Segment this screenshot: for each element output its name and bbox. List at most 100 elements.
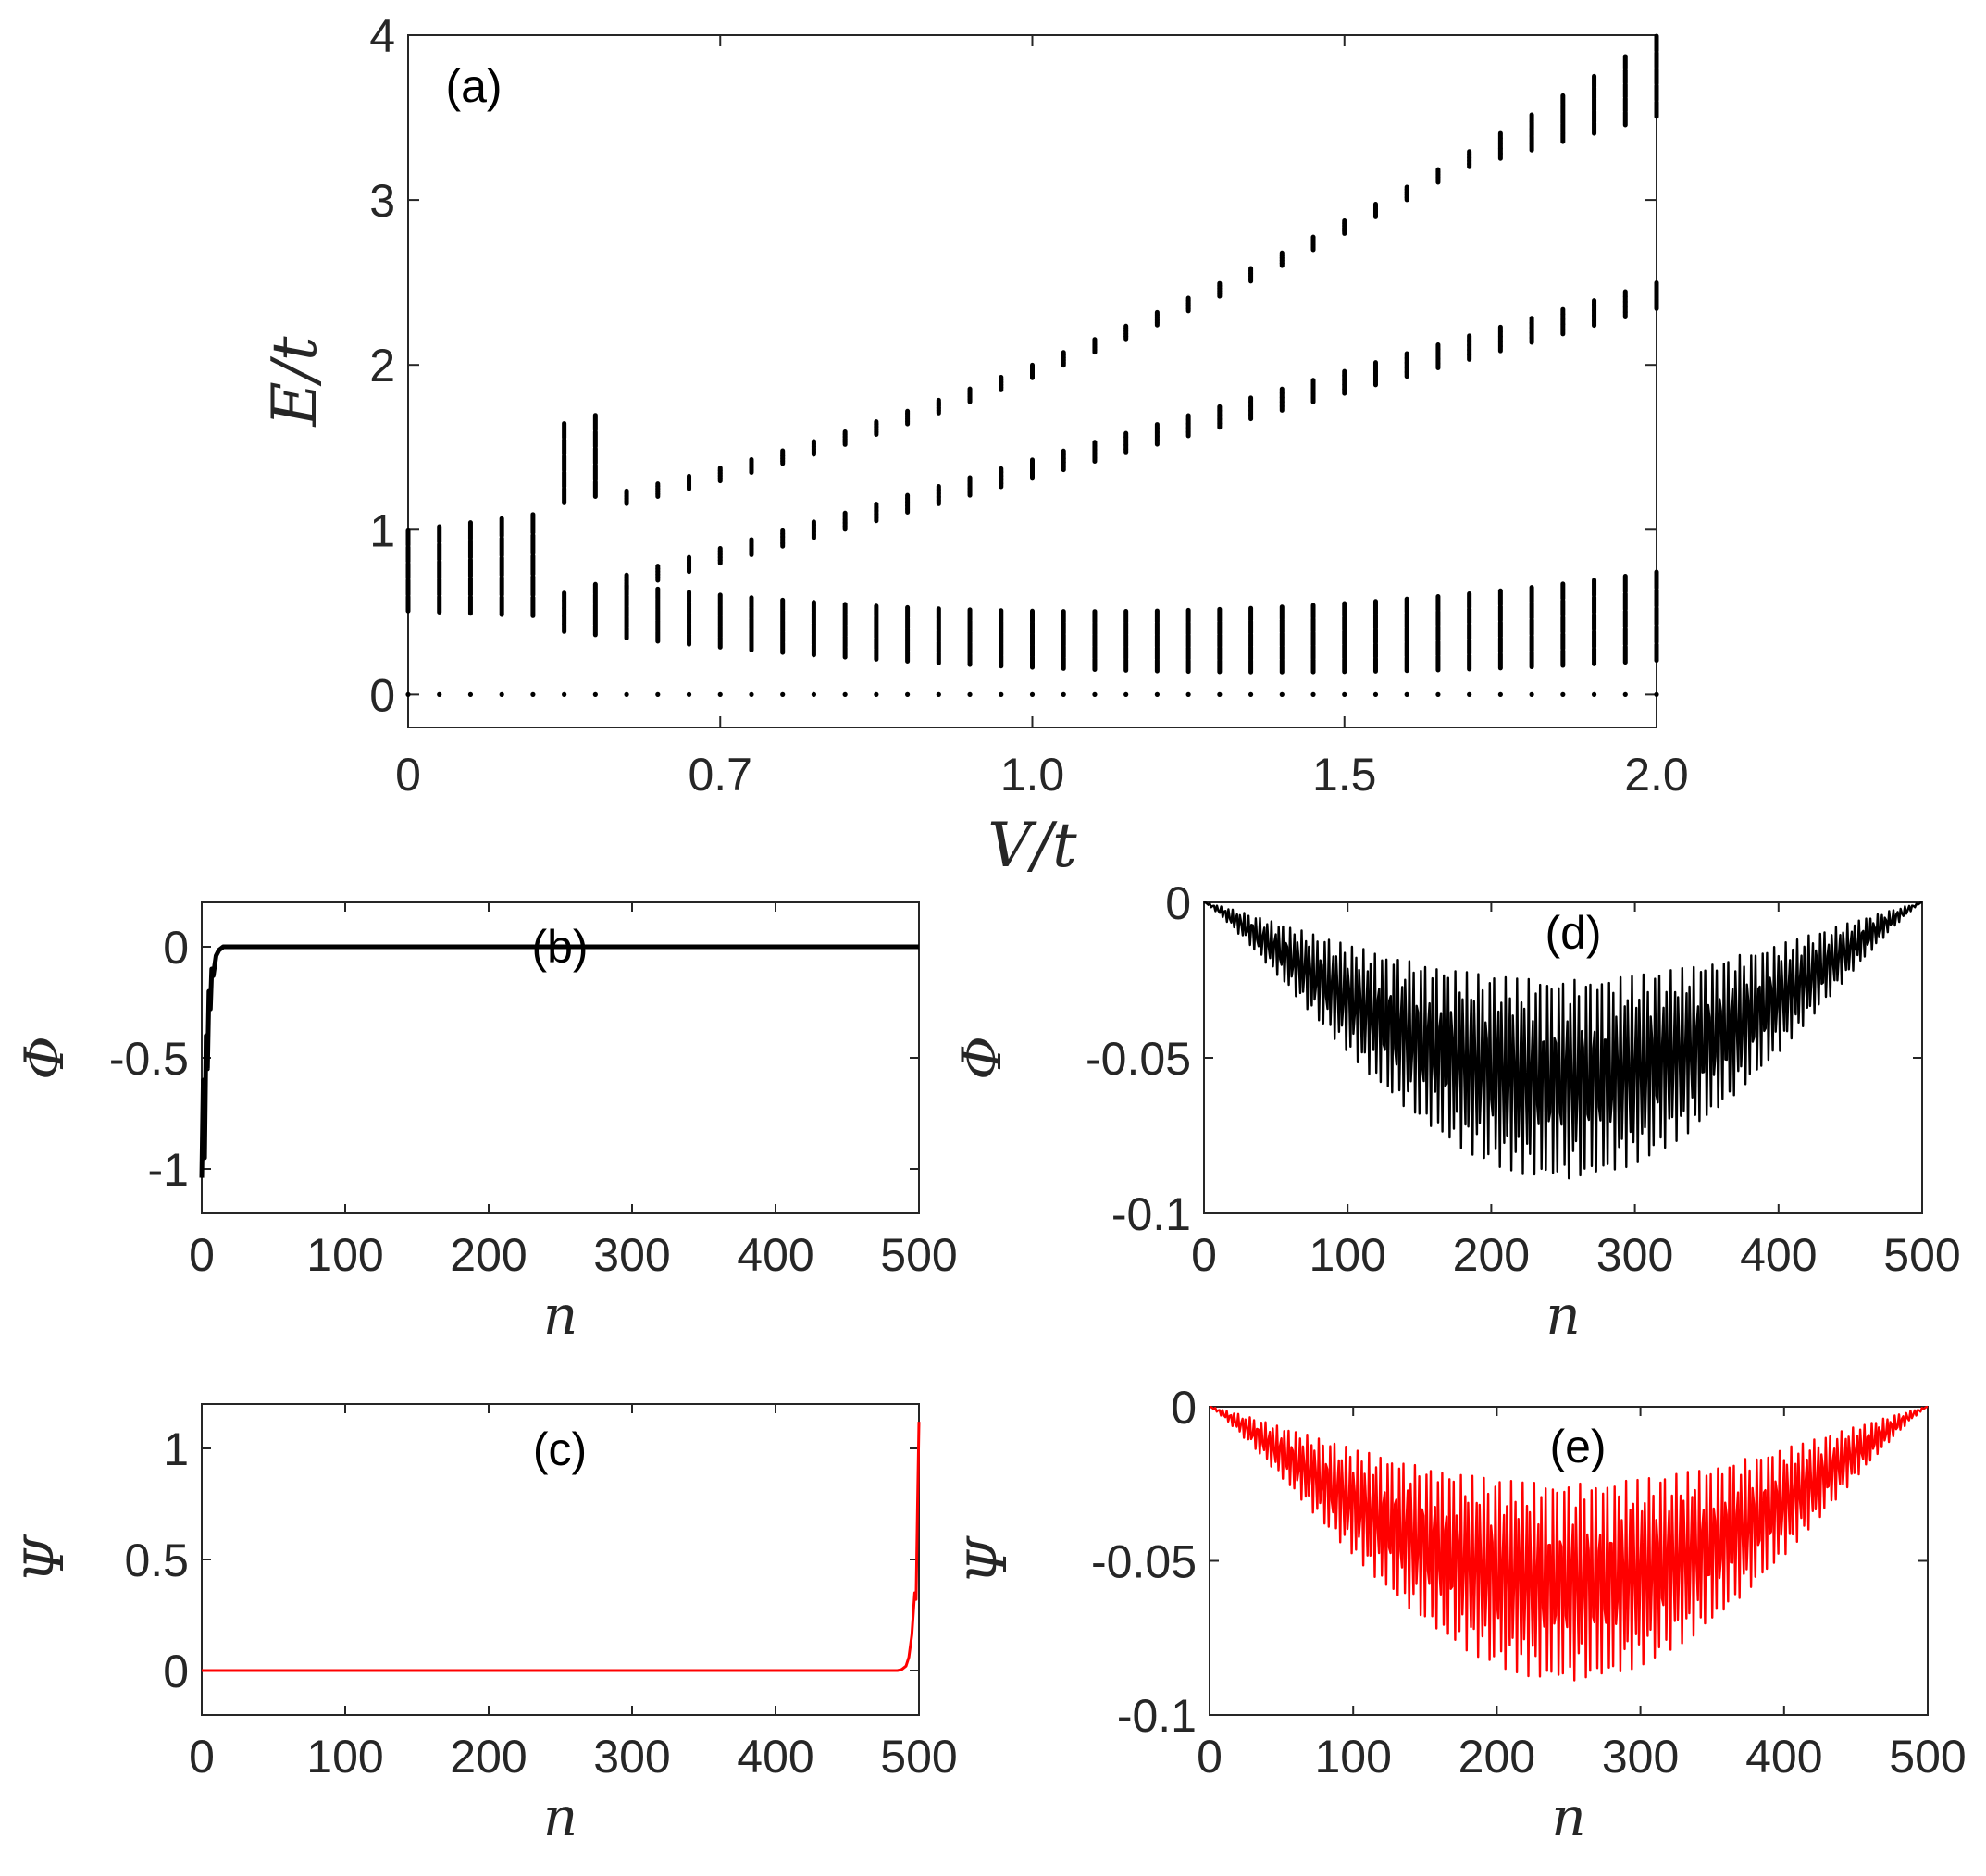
zero-mode-point — [1279, 691, 1285, 697]
zero-mode-point — [1372, 691, 1379, 697]
zero-mode-point — [530, 691, 536, 697]
zero-mode-point — [874, 691, 879, 697]
x-tick-label: 100 — [306, 1229, 383, 1281]
zero-mode-point — [562, 691, 567, 697]
zero-mode-point — [842, 691, 848, 697]
zero-mode-point — [1560, 691, 1566, 697]
zero-mode-point — [999, 691, 1004, 697]
x-tick-label: 1.0 — [1000, 749, 1065, 801]
x-tick-label: 300 — [1596, 1229, 1673, 1281]
phi-edge-line — [199, 944, 919, 1178]
zero-mode-point — [1435, 691, 1441, 697]
zero-mode-point — [405, 691, 411, 697]
y-tick-label: 0 — [163, 1646, 189, 1697]
y-axis-label: Ψ — [13, 1534, 76, 1583]
x-tick-label: 200 — [450, 1229, 527, 1281]
panel-label: (d) — [1545, 907, 1601, 959]
y-axis-label: Φ — [13, 1036, 76, 1080]
zero-mode-point — [592, 691, 598, 697]
x-tick-label: 500 — [1883, 1229, 1960, 1281]
zero-mode-point — [1185, 691, 1191, 697]
x-tick-label: 2.0 — [1624, 749, 1689, 801]
zero-mode-point — [1092, 691, 1098, 697]
zero-mode-point — [1497, 691, 1503, 697]
panel-a-energy-spectrum: 0 0.7 1.0 1.5 2.0 0 1 2 3 4 V/t E/t (a) — [259, 10, 1689, 881]
zero-mode-point — [1029, 691, 1036, 697]
x-tick-label: 0.7 — [688, 749, 752, 801]
panel-label: (e) — [1549, 1421, 1606, 1472]
y-axis-label: Φ — [950, 1036, 1013, 1080]
x-axis-label: n — [1545, 1284, 1580, 1347]
y-tick-label: -0.5 — [109, 1033, 189, 1085]
spectrum-bands — [405, 33, 1659, 675]
y-axis-label: Ψ — [956, 1535, 1019, 1584]
x-tick-label: 0 — [395, 749, 421, 801]
zero-mode-point — [1467, 691, 1472, 697]
x-tick-label: 0 — [1197, 1731, 1223, 1783]
y-tick-label: 0 — [163, 922, 189, 974]
y-tick-label: -0.05 — [1086, 1033, 1191, 1085]
zero-mode-point — [686, 691, 692, 697]
zero-mode-point — [749, 691, 754, 697]
zero-mode-point — [936, 691, 941, 697]
phi-bulk-line — [1203, 901, 1923, 1180]
zero-mode-point — [1217, 691, 1223, 697]
x-tick-label: 300 — [1602, 1731, 1679, 1783]
zero-mode-point — [624, 691, 629, 697]
y-tick-label: 4 — [369, 10, 395, 62]
panel-label: (a) — [445, 60, 502, 112]
zero-mode-point — [1529, 691, 1534, 697]
x-tick-label: 300 — [593, 1731, 670, 1783]
y-tick-label: -0.1 — [1111, 1188, 1191, 1240]
zero-mode-point — [467, 691, 474, 697]
zero-mode-point — [499, 691, 504, 697]
x-tick-label: 200 — [450, 1731, 527, 1783]
x-tick-label: 200 — [1458, 1731, 1535, 1783]
x-tick-label: 400 — [1745, 1731, 1822, 1783]
x-axis-label: n — [543, 1284, 577, 1347]
spectrum-points — [405, 691, 1659, 697]
x-axis-label: V/t — [987, 810, 1077, 881]
zero-mode-point — [967, 691, 973, 697]
zero-mode-point — [717, 691, 723, 697]
x-tick-label: 200 — [1453, 1229, 1530, 1281]
zero-mode-point — [811, 691, 817, 697]
y-tick-label: 0 — [1165, 877, 1191, 929]
y-tick-label: 1 — [369, 504, 395, 556]
panel-c-psi-edge-state: 0 100 200 300 400 500 0 0.5 1 n Ψ (c) — [13, 1403, 958, 1848]
zero-mode-point — [1591, 691, 1597, 697]
zero-mode-point — [1654, 691, 1659, 697]
zero-mode-point — [780, 691, 786, 697]
y-tick-label: 0.5 — [124, 1534, 189, 1586]
y-tick-label: 3 — [369, 175, 395, 227]
x-tick-label: 100 — [1314, 1731, 1391, 1783]
x-tick-label: 500 — [1889, 1731, 1966, 1783]
x-axis-label: n — [1551, 1785, 1585, 1848]
x-tick-label: 400 — [737, 1731, 813, 1783]
zero-mode-point — [1247, 691, 1254, 697]
x-tick-label: 1.5 — [1312, 749, 1377, 801]
x-tick-label: 300 — [593, 1229, 670, 1281]
x-tick-label: 400 — [737, 1229, 813, 1281]
psi-edge-line — [202, 1422, 921, 1672]
x-tick-label: 0 — [1191, 1229, 1217, 1281]
x-tick-label: 0 — [189, 1229, 215, 1281]
zero-mode-point — [1154, 691, 1160, 697]
zero-mode-point — [1123, 691, 1129, 697]
zero-mode-point — [1404, 691, 1409, 697]
x-tick-label: 100 — [306, 1731, 383, 1783]
zero-mode-point — [437, 691, 442, 697]
zero-mode-point — [905, 691, 911, 697]
y-tick-label: -0.05 — [1091, 1536, 1197, 1588]
x-tick-label: 400 — [1740, 1229, 1817, 1281]
panel-e-psi-bulk-state: 0 100 200 300 400 500 -0.1 -0.05 0 n Ψ (e) — [956, 1382, 1967, 1848]
y-tick-label: 0 — [369, 669, 395, 721]
psi-bulk-line — [1209, 1405, 1929, 1682]
zero-mode-point — [1622, 691, 1628, 697]
x-axis-label: n — [543, 1785, 577, 1848]
y-tick-label: -0.1 — [1117, 1690, 1197, 1742]
y-axis-label: E/t — [259, 336, 330, 427]
zero-mode-point — [655, 691, 661, 697]
